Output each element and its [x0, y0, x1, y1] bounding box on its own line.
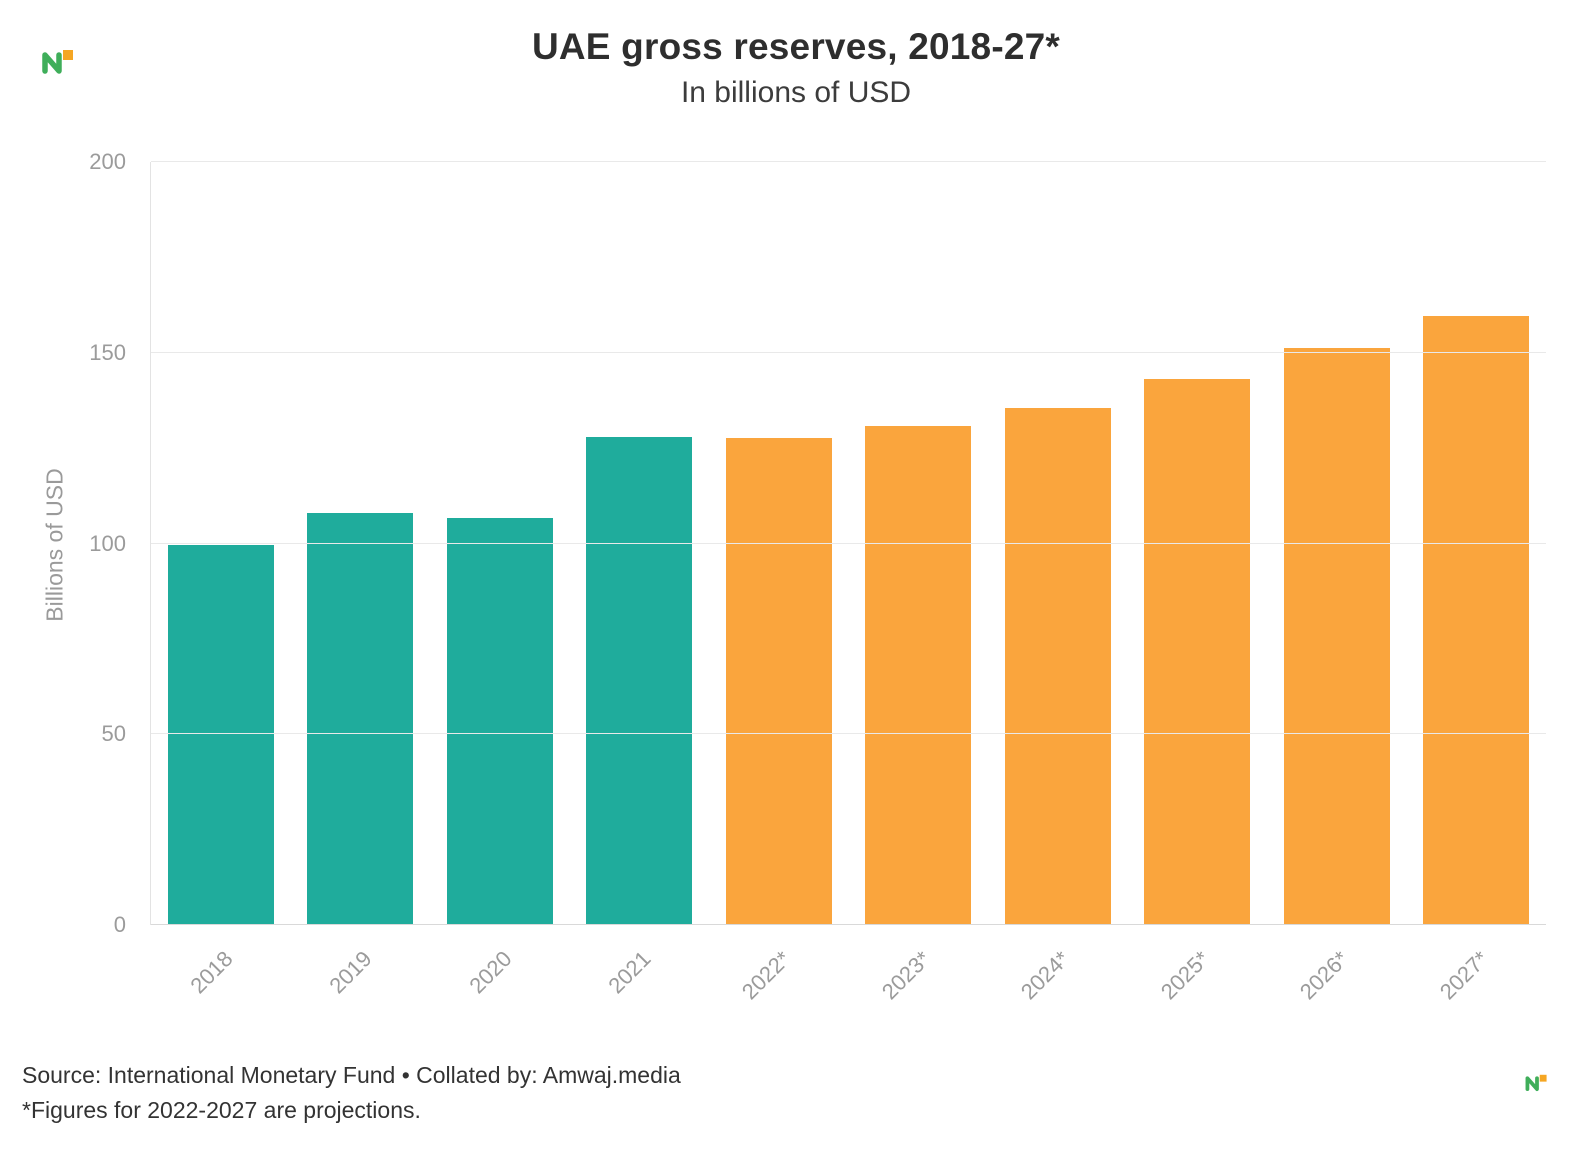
- bar-2018: [167, 545, 274, 925]
- bar-2026*: [1283, 347, 1390, 925]
- x-axis-tick-labels: 2018 2019 2020 2021 2022* 2023* 2024* 2025* 2026…: [150, 932, 1545, 1027]
- bar-2020: [446, 517, 553, 925]
- x-tick-label-2027*: 2027*: [1434, 946, 1493, 1005]
- source-line: Source: International Monetary Fund • Co…: [22, 1062, 681, 1088]
- y-axis-tick-labels: 0 50 100 150 200: [0, 149, 138, 937]
- y-tick-label-0: 0: [113, 912, 126, 937]
- x-tick-label-2018: 2018: [185, 946, 238, 999]
- plot-area: [150, 161, 1546, 925]
- bars-container: [151, 162, 1546, 925]
- bar-column-2018: [151, 162, 291, 925]
- bar-2022*: [725, 438, 832, 925]
- bar-column-2027*: [1407, 162, 1547, 925]
- bar-2027*: [1423, 315, 1530, 925]
- x-tick-column-2020: 2020: [429, 932, 569, 1027]
- gridline-y-100: [151, 542, 1546, 544]
- chart-title: UAE gross reserves, 2018-27*: [531, 26, 1061, 67]
- gridline-y-0: [151, 924, 1546, 925]
- y-tick-label-50: 50: [101, 721, 126, 747]
- bar-column-2023*: [849, 162, 989, 925]
- bar-2023*: [865, 425, 972, 925]
- bar-column-2020: [430, 162, 570, 925]
- x-tick-column-2024*: 2024*: [987, 932, 1127, 1027]
- x-tick-column-2027*: 2027*: [1406, 932, 1546, 1027]
- chart-header: UAE gross reserves, 2018-27* In billions…: [0, 26, 1592, 110]
- gridline-y-200: [151, 161, 1546, 162]
- gridline-y-50: [151, 733, 1546, 735]
- x-tick-column-2019: 2019: [290, 932, 430, 1027]
- x-tick-column-2025*: 2025*: [1127, 932, 1267, 1027]
- x-tick-column-2018: 2018: [150, 932, 290, 1027]
- bar-column-2019: [291, 162, 431, 925]
- bar-2019: [307, 512, 414, 925]
- x-tick-label-2025*: 2025*: [1155, 946, 1214, 1005]
- gridline-y-150: [151, 351, 1546, 353]
- bar-column-2024*: [988, 162, 1128, 925]
- x-tick-label-2024*: 2024*: [1016, 946, 1075, 1005]
- bar-column-2021: [570, 162, 710, 925]
- x-tick-column-2023*: 2023*: [848, 932, 988, 1027]
- footnote-line: *Figures for 2022-2027 are projections.: [22, 1097, 421, 1123]
- brand-logo-small-icon: [1524, 1073, 1550, 1098]
- x-tick-label-2026*: 2026*: [1295, 946, 1354, 1005]
- x-tick-label-2019: 2019: [324, 946, 377, 999]
- bar-column-2025*: [1128, 162, 1268, 925]
- y-tick-label-100: 100: [89, 530, 126, 556]
- x-tick-label-2022*: 2022*: [737, 946, 796, 1005]
- chart-footer: Source: International Monetary Fund • Co…: [22, 1062, 681, 1124]
- x-tick-column-2021: 2021: [569, 932, 709, 1027]
- chart-subtitle: In billions of USD: [680, 76, 912, 109]
- y-tick-label-150: 150: [89, 339, 126, 365]
- bar-column-2026*: [1267, 162, 1407, 925]
- bar-2024*: [1004, 407, 1111, 925]
- x-tick-label-2023*: 2023*: [876, 946, 935, 1005]
- x-tick-column-2022*: 2022*: [708, 932, 848, 1027]
- x-tick-label-2021: 2021: [603, 946, 656, 999]
- bar-2025*: [1144, 378, 1251, 925]
- bar-column-2022*: [709, 162, 849, 925]
- bar-2021: [586, 437, 693, 925]
- brand-logo-icon: [40, 48, 78, 81]
- x-tick-label-2020: 2020: [464, 946, 517, 999]
- x-tick-column-2026*: 2026*: [1266, 932, 1406, 1027]
- y-tick-label-200: 200: [89, 149, 126, 174]
